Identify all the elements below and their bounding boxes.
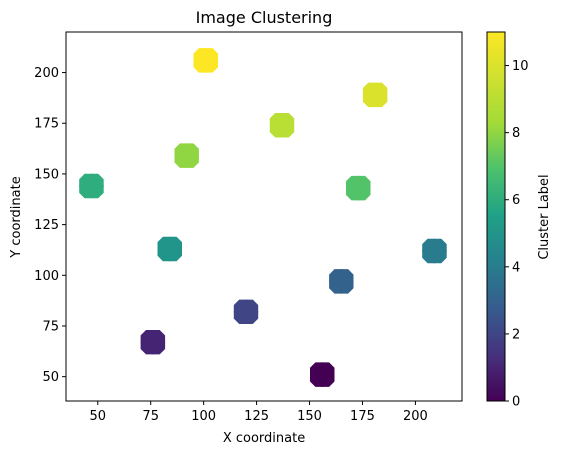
y-tick-label: 150	[34, 167, 59, 182]
colorbar-tick-label: 6	[512, 193, 520, 208]
colorbar-tick-label: 8	[512, 126, 520, 141]
cluster-point-4	[422, 238, 447, 264]
cluster-point-5	[157, 236, 182, 262]
cluster-point-2	[233, 299, 259, 324]
y-tick-label: 125	[34, 218, 59, 233]
colorbar-tick-label: 4	[512, 260, 520, 275]
y-tick-label: 75	[42, 319, 59, 334]
colorbar-tick-label: 10	[512, 59, 529, 74]
cluster-point-11	[193, 48, 218, 73]
colorbar-ticks: 0 2 4 6 8 10	[505, 59, 529, 410]
y-tick-label: 200	[34, 66, 59, 81]
x-tick-label: 150	[297, 409, 322, 424]
y-axis-label: Y coordinate	[9, 176, 24, 258]
colorbar-tick-label: 0	[512, 395, 520, 410]
x-tick-label: 75	[142, 409, 159, 424]
x-tick-label: 175	[350, 409, 375, 424]
colorbar-label: Cluster Label	[537, 174, 552, 259]
x-tick-label: 200	[403, 409, 428, 424]
cluster-point-3	[329, 269, 354, 294]
cluster-point-9	[269, 113, 295, 138]
x-axis: 50 75 100 125 150 175 200	[89, 401, 428, 424]
cluster-point-6	[79, 173, 104, 199]
points-layer	[79, 48, 447, 387]
y-tick-label: 175	[34, 117, 59, 132]
cluster-point-8	[174, 143, 199, 168]
cluster-point-1	[140, 330, 166, 355]
y-axis: 50 75 100 125 150 175 200	[34, 66, 66, 385]
cluster-point-10	[362, 82, 388, 108]
colorbar	[486, 31, 506, 402]
x-tick-label: 50	[89, 409, 106, 424]
cluster-point-0	[310, 362, 335, 387]
y-tick-label: 100	[34, 269, 59, 284]
y-tick-label: 50	[42, 370, 59, 385]
chart-title: Image Clustering	[196, 8, 333, 27]
x-axis-label: X coordinate	[223, 431, 305, 446]
plot-frame	[65, 31, 463, 402]
x-tick-label: 125	[244, 409, 269, 424]
cluster-point-7	[346, 175, 371, 201]
colorbar-tick-label: 2	[512, 327, 520, 342]
x-tick-label: 100	[191, 409, 216, 424]
